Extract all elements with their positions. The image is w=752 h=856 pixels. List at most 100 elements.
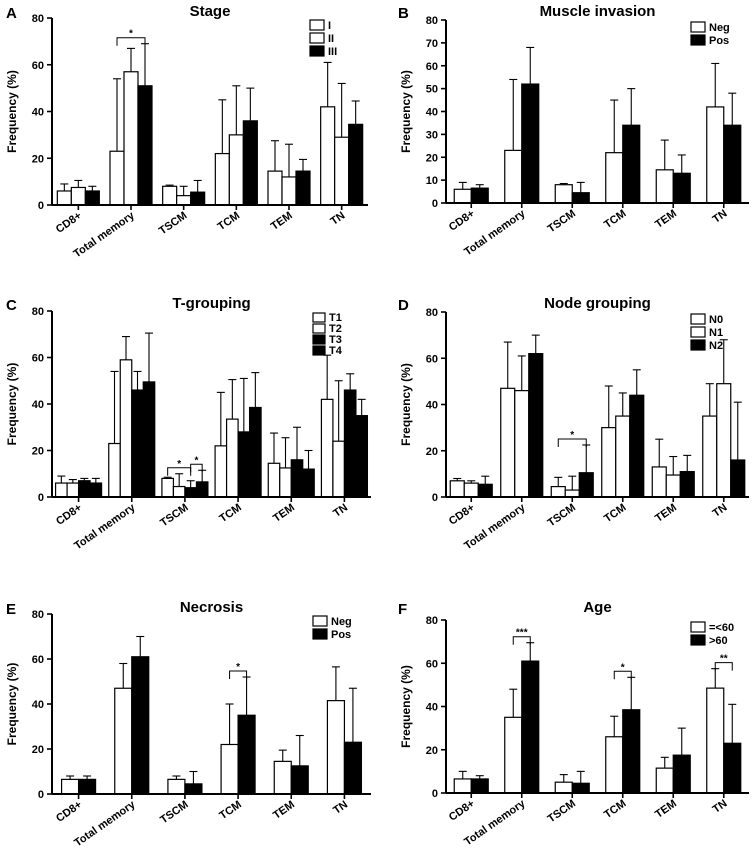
significance-bracket bbox=[116, 37, 146, 46]
legend-swatch bbox=[309, 45, 325, 57]
legend-swatch bbox=[312, 345, 326, 356]
x-tick-label: TN bbox=[331, 799, 350, 817]
bar bbox=[290, 459, 304, 498]
y-tick-label: 20 bbox=[32, 153, 44, 165]
bar bbox=[453, 188, 472, 204]
bar bbox=[131, 389, 144, 498]
x-tick-label: CD8+ bbox=[447, 502, 477, 528]
bar bbox=[137, 85, 153, 206]
y-axis-label: Frequency (%) bbox=[5, 70, 19, 153]
significance-bracket bbox=[613, 670, 632, 680]
y-tick-label: 70 bbox=[426, 38, 438, 50]
y-tick-label: 0 bbox=[432, 492, 438, 504]
legend-swatch bbox=[690, 339, 706, 351]
bar bbox=[214, 152, 230, 206]
y-tick-label: 60 bbox=[426, 353, 438, 365]
bar bbox=[672, 754, 691, 794]
bar bbox=[571, 192, 590, 204]
bar bbox=[679, 470, 695, 498]
legend-swatch bbox=[312, 628, 328, 640]
y-tick-label: 50 bbox=[426, 84, 438, 96]
bar bbox=[343, 741, 363, 795]
y-tick-label: 0 bbox=[432, 198, 438, 210]
y-tick-label: 80 bbox=[426, 15, 438, 27]
legend-swatch bbox=[309, 19, 325, 31]
bar bbox=[723, 124, 742, 204]
y-tick-label: 0 bbox=[432, 788, 438, 800]
chart-title: Stage bbox=[190, 3, 231, 20]
bar bbox=[228, 134, 244, 206]
bar bbox=[605, 736, 624, 794]
bar bbox=[162, 185, 178, 206]
bar bbox=[70, 186, 86, 206]
bar bbox=[56, 190, 72, 206]
bar bbox=[142, 381, 156, 498]
y-tick-label: 40 bbox=[426, 107, 438, 119]
bar bbox=[60, 778, 80, 795]
y-tick-label: 60 bbox=[32, 654, 44, 666]
panel-letter: E bbox=[6, 601, 16, 618]
significance-label: * bbox=[621, 662, 625, 673]
bar bbox=[463, 482, 479, 498]
bar bbox=[195, 481, 209, 498]
significance-label: * bbox=[236, 662, 240, 673]
bar bbox=[343, 389, 357, 498]
bar bbox=[54, 482, 68, 498]
bar bbox=[355, 415, 369, 498]
bar bbox=[167, 778, 186, 795]
y-axis-label: Frequency (%) bbox=[5, 363, 19, 446]
bar bbox=[716, 383, 732, 498]
legend-label: >60 bbox=[709, 635, 728, 647]
significance-label: *** bbox=[516, 628, 528, 639]
legend-swatch bbox=[312, 334, 326, 345]
significance-bracket bbox=[512, 636, 531, 645]
bar bbox=[514, 390, 530, 498]
significance-label: * bbox=[129, 29, 133, 40]
bar bbox=[629, 394, 645, 498]
legend-swatch bbox=[312, 312, 326, 323]
chart-title: Node grouping bbox=[544, 295, 651, 312]
bar bbox=[190, 191, 206, 206]
significance-bracket bbox=[190, 463, 203, 473]
bar bbox=[248, 406, 262, 498]
y-tick-label: 20 bbox=[32, 446, 44, 458]
legend-label: N2 bbox=[709, 340, 723, 352]
chart-title: Muscle invasion bbox=[540, 3, 656, 20]
chart-title: T-grouping bbox=[172, 295, 250, 312]
y-axis-label: Frequency (%) bbox=[399, 70, 413, 153]
y-tick-label: 80 bbox=[32, 306, 44, 318]
legend-label: T2 bbox=[329, 323, 342, 335]
legend-label: N1 bbox=[709, 327, 723, 339]
x-tick-label: TEM bbox=[269, 210, 295, 233]
y-tick-label: 40 bbox=[426, 702, 438, 714]
panel-d: D Node grouping Frequency (%) 0 20 40 60 80 CD8+… bbox=[398, 295, 749, 552]
bar bbox=[320, 106, 336, 206]
x-tick-label: TSCM bbox=[546, 208, 578, 236]
chart-title: Necrosis bbox=[180, 599, 243, 616]
bar bbox=[702, 415, 718, 498]
legend-label: N0 bbox=[709, 314, 723, 326]
bar bbox=[348, 123, 364, 206]
legend-label: T3 bbox=[329, 334, 342, 346]
bar bbox=[706, 106, 725, 204]
x-tick-label: TEM bbox=[653, 208, 679, 231]
bar bbox=[601, 427, 617, 498]
bar bbox=[326, 700, 346, 795]
bar bbox=[109, 150, 125, 206]
bar bbox=[77, 778, 97, 795]
x-tick-label: CD8+ bbox=[447, 798, 477, 824]
x-tick-label: CD8+ bbox=[54, 799, 84, 825]
bar bbox=[550, 485, 566, 498]
bar bbox=[184, 783, 203, 795]
bar bbox=[131, 656, 150, 795]
x-tick-label: TSCM bbox=[546, 502, 578, 530]
bar bbox=[108, 442, 121, 498]
y-tick-label: 20 bbox=[426, 745, 438, 757]
bar bbox=[655, 169, 674, 204]
y-tick-label: 80 bbox=[32, 609, 44, 621]
y-tick-label: 40 bbox=[32, 699, 44, 711]
bar bbox=[119, 359, 133, 498]
significance-label: * bbox=[570, 430, 574, 441]
